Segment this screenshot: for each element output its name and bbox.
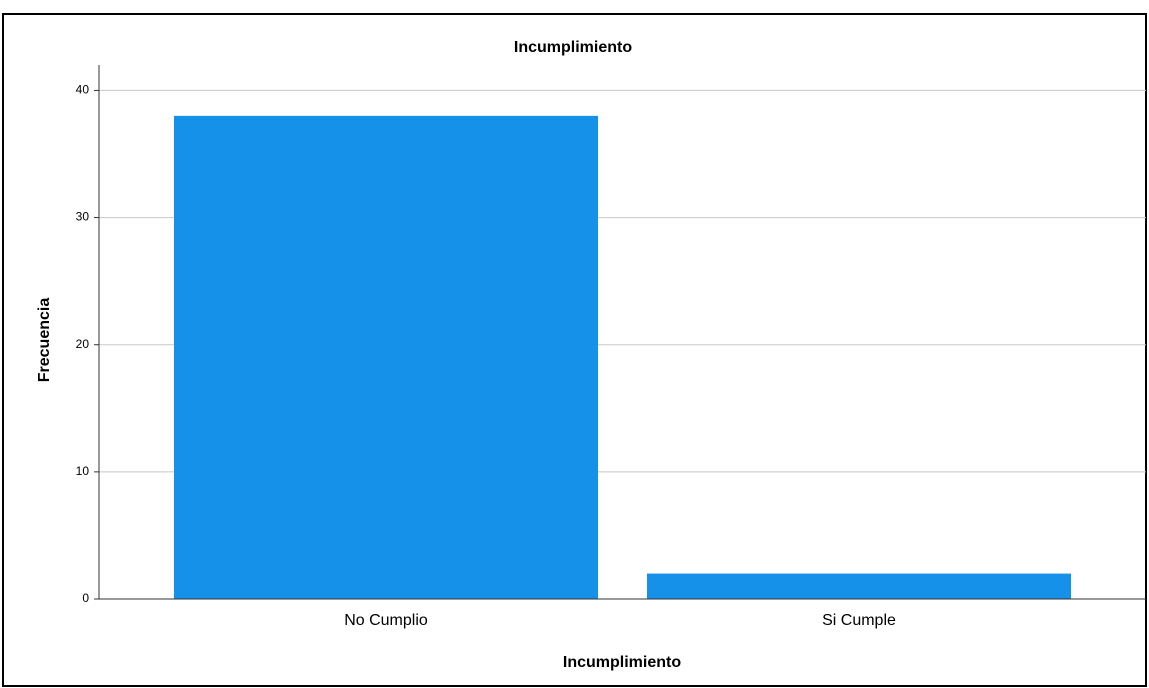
y-tick-label: 0 bbox=[82, 591, 89, 605]
y-tick-label: 40 bbox=[76, 83, 90, 97]
y-tick-label: 10 bbox=[76, 464, 90, 478]
bar bbox=[647, 573, 1071, 599]
x-tick-label: No Cumplio bbox=[344, 612, 428, 629]
y-tick-label: 20 bbox=[76, 337, 90, 351]
y-tick-label: 30 bbox=[76, 210, 90, 224]
x-axis-label: Incumplimiento bbox=[563, 654, 681, 671]
bar bbox=[174, 115, 598, 599]
x-tick-label: Si Cumple bbox=[822, 612, 896, 629]
chart-title: Incumplimiento bbox=[514, 39, 632, 56]
y-axis-label: Frecuencia bbox=[36, 298, 53, 383]
